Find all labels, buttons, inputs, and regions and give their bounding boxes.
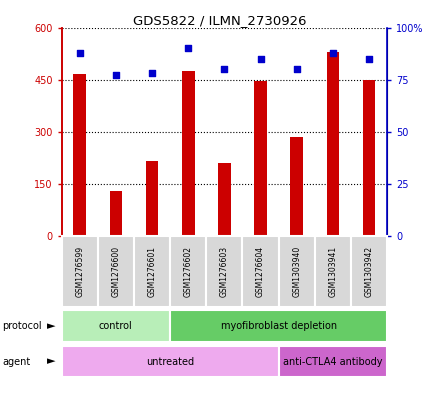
Bar <box>170 236 206 307</box>
Text: GSM1276603: GSM1276603 <box>220 246 229 297</box>
Text: GSM1276602: GSM1276602 <box>184 246 193 297</box>
Point <box>76 50 83 56</box>
Bar <box>279 236 315 307</box>
Text: untreated: untreated <box>146 356 194 367</box>
Bar <box>146 161 158 236</box>
Text: GSM1276600: GSM1276600 <box>111 246 121 297</box>
Text: myofibroblast depletion: myofibroblast depletion <box>220 321 337 331</box>
Bar <box>73 74 86 236</box>
Text: GSM1276601: GSM1276601 <box>147 246 157 297</box>
Text: ►: ► <box>47 321 56 331</box>
Bar <box>363 79 375 236</box>
Text: control: control <box>99 321 133 331</box>
Text: GDS5822 / ILMN_2730926: GDS5822 / ILMN_2730926 <box>133 14 307 27</box>
Bar <box>279 346 387 377</box>
Bar <box>62 346 279 377</box>
Bar <box>254 81 267 236</box>
Point <box>366 55 373 62</box>
Bar <box>242 236 279 307</box>
Bar <box>62 310 170 342</box>
Point <box>149 70 156 77</box>
Bar <box>351 236 387 307</box>
Bar <box>315 236 351 307</box>
Bar <box>182 71 194 236</box>
Bar <box>326 52 339 236</box>
Bar <box>62 236 98 307</box>
Point <box>293 66 300 72</box>
Bar <box>134 236 170 307</box>
Text: GSM1303942: GSM1303942 <box>365 246 374 297</box>
Bar <box>206 236 242 307</box>
Bar <box>110 191 122 236</box>
Text: protocol: protocol <box>2 321 42 331</box>
Text: GSM1303941: GSM1303941 <box>328 246 337 297</box>
Point <box>112 72 119 79</box>
Text: ►: ► <box>47 356 56 367</box>
Text: GSM1276599: GSM1276599 <box>75 246 84 297</box>
Bar <box>290 137 303 236</box>
Text: GSM1303940: GSM1303940 <box>292 246 301 297</box>
Point <box>221 66 228 72</box>
Point <box>257 55 264 62</box>
Bar <box>98 236 134 307</box>
Bar <box>218 163 231 236</box>
Point <box>330 50 337 56</box>
Text: agent: agent <box>2 356 30 367</box>
Text: GSM1276604: GSM1276604 <box>256 246 265 297</box>
Text: anti-CTLA4 antibody: anti-CTLA4 antibody <box>283 356 383 367</box>
Point <box>185 45 192 51</box>
Bar <box>170 310 387 342</box>
